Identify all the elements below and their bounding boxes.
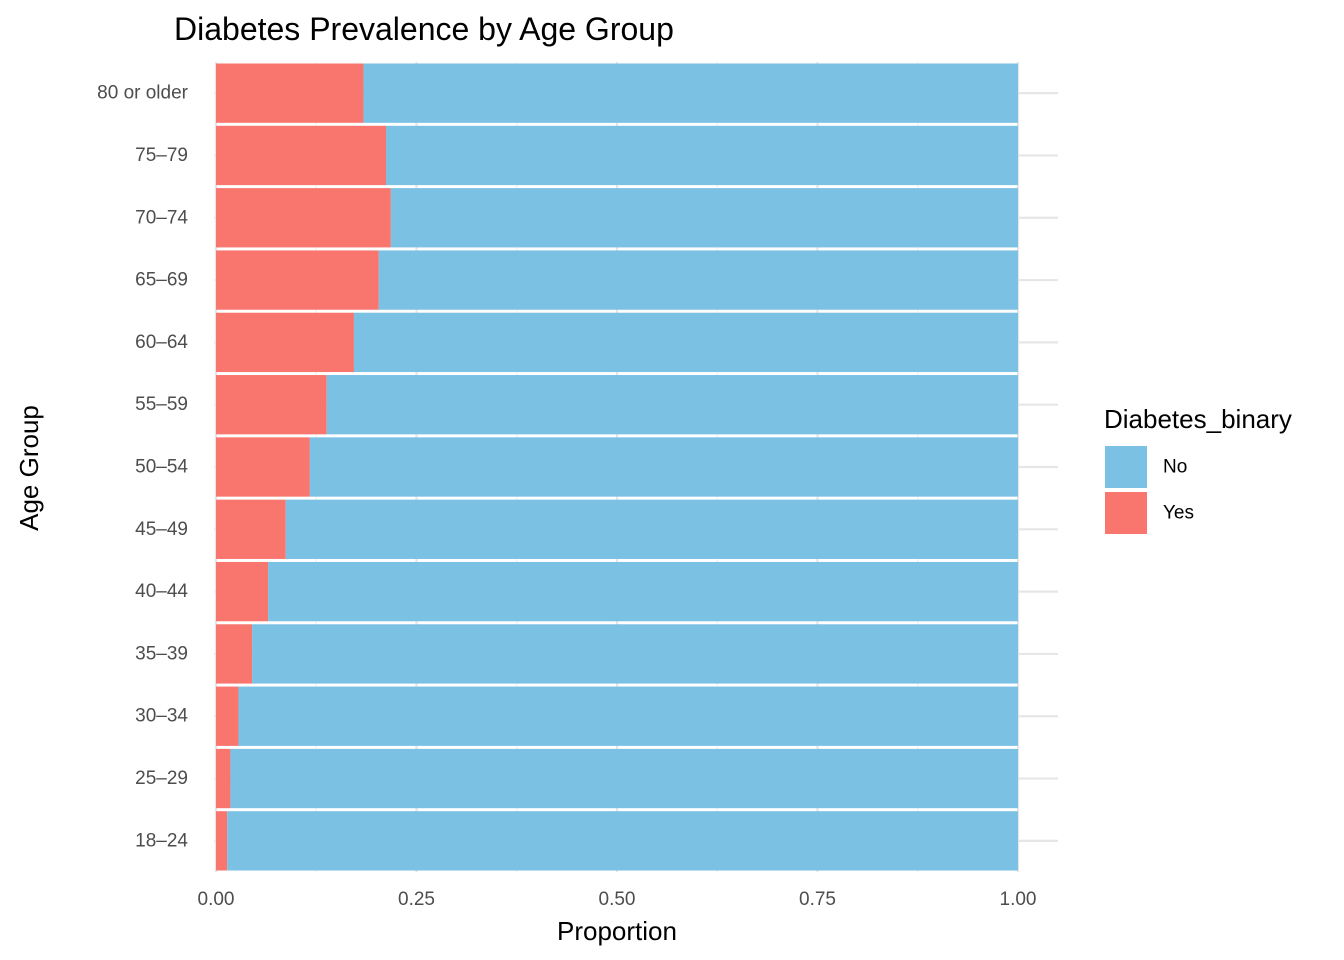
bar-no-11 xyxy=(386,125,1018,186)
bar-no-8 xyxy=(353,312,1019,373)
bars-layer xyxy=(216,63,1019,871)
bar-yes-6 xyxy=(216,437,310,497)
y-tick-label: 40–44 xyxy=(135,581,188,602)
bar-yes-10 xyxy=(216,188,391,248)
bar-no-3 xyxy=(252,624,1019,684)
legend-title: Diabetes_binary xyxy=(1104,404,1292,434)
bar-yes-9 xyxy=(216,250,379,310)
y-tick-label: 18–24 xyxy=(135,830,188,851)
x-tick-label: 0.00 xyxy=(198,889,235,910)
x-axis-title: Proportion xyxy=(557,916,677,946)
bar-yes-4 xyxy=(216,561,269,622)
bar-yes-1 xyxy=(216,748,231,809)
bar-no-2 xyxy=(238,686,1018,746)
y-tick-label: 60–64 xyxy=(135,332,188,353)
legend: Diabetes_binary No Yes xyxy=(1104,404,1292,534)
chart-title: Diabetes Prevalence by Age Group xyxy=(174,11,674,47)
bar-no-12 xyxy=(363,63,1018,123)
y-tick-label: 80 or older xyxy=(97,83,189,104)
bar-no-0 xyxy=(227,811,1018,871)
x-tick-label: 0.25 xyxy=(398,889,435,910)
legend-label-no: No xyxy=(1163,457,1187,478)
y-tick-label: 45–49 xyxy=(135,519,188,540)
bar-no-5 xyxy=(285,499,1018,559)
bar-no-9 xyxy=(378,250,1018,310)
y-tick-label: 35–39 xyxy=(135,643,188,664)
y-tick-label: 65–69 xyxy=(135,270,188,291)
bar-no-10 xyxy=(390,188,1018,248)
bar-no-1 xyxy=(230,748,1018,809)
legend-label-yes: Yes xyxy=(1163,503,1194,524)
bar-yes-5 xyxy=(216,499,286,559)
bar-yes-3 xyxy=(216,624,253,684)
y-tick-label: 70–74 xyxy=(135,207,188,228)
bar-yes-7 xyxy=(216,375,327,435)
bar-yes-12 xyxy=(216,63,364,123)
y-tick-label: 30–34 xyxy=(135,706,188,727)
bar-yes-2 xyxy=(216,686,239,746)
bar-no-7 xyxy=(326,375,1018,435)
y-axis-title: Age Group xyxy=(14,405,44,531)
x-tick-label: 1.00 xyxy=(1000,889,1037,910)
legend-swatch-yes xyxy=(1105,492,1147,534)
legend-items: No Yes xyxy=(1105,446,1194,534)
y-tick-label: 55–59 xyxy=(135,394,188,415)
y-tick-label: 50–54 xyxy=(135,457,188,478)
x-axis-ticks: 0.00 0.25 0.50 0.75 1.00 xyxy=(198,889,1037,910)
x-tick-label: 0.75 xyxy=(799,889,836,910)
bar-yes-0 xyxy=(216,811,228,871)
bar-yes-8 xyxy=(216,312,354,373)
bar-no-6 xyxy=(309,437,1019,497)
y-tick-label: 25–29 xyxy=(135,768,188,789)
bar-no-4 xyxy=(268,561,1018,622)
x-tick-label: 0.50 xyxy=(599,889,636,910)
y-tick-label: 75–79 xyxy=(135,145,188,166)
bar-yes-11 xyxy=(216,125,387,186)
y-axis-ticks: 18–24 25–29 30–34 35–39 40–44 45–49 50–54 55–59… xyxy=(97,83,189,852)
legend-swatch-no xyxy=(1105,446,1147,488)
